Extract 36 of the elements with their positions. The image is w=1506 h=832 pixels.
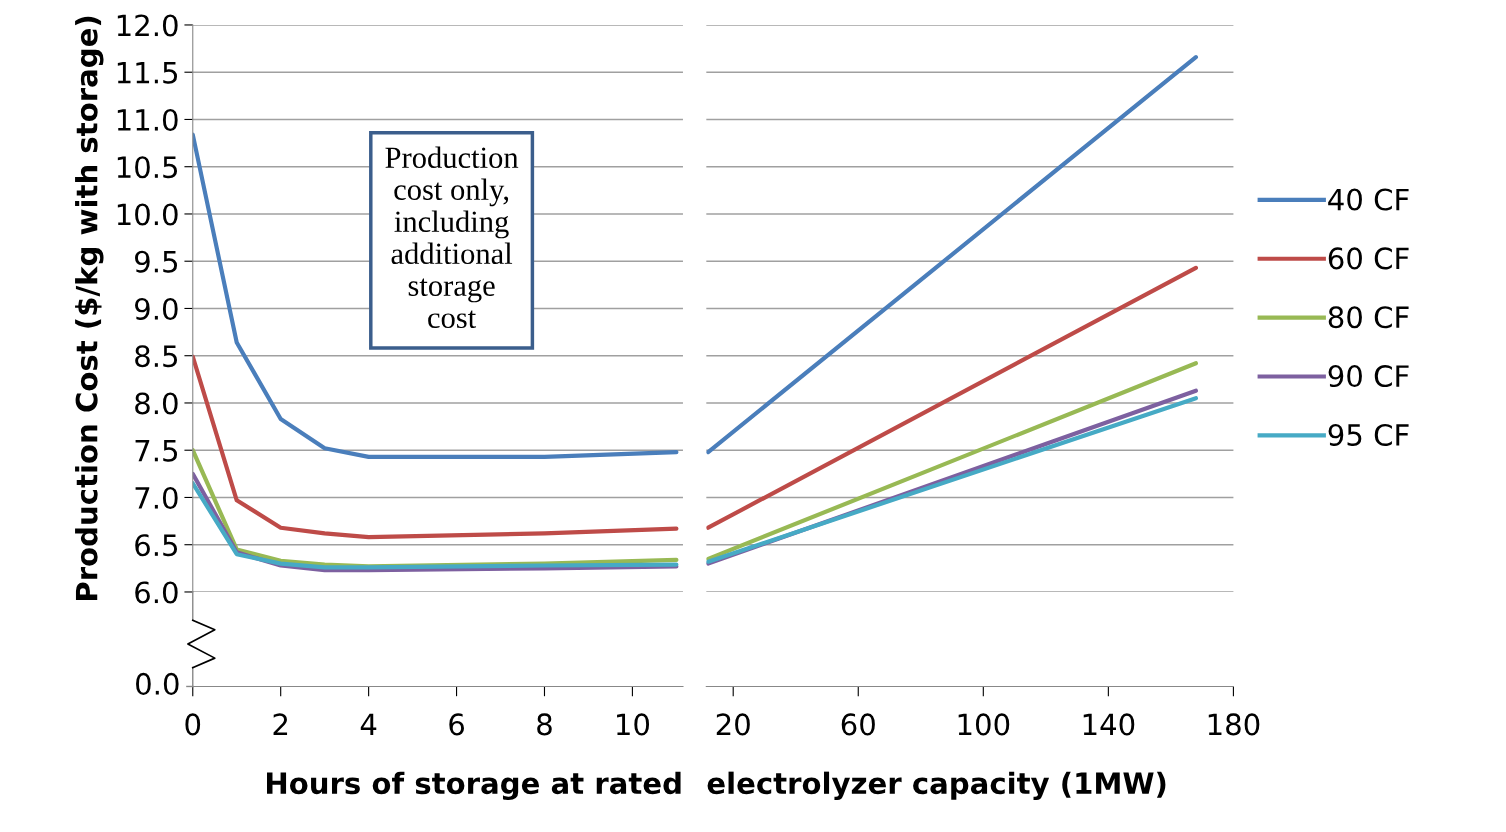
x-tick-label: 60 bbox=[841, 713, 875, 736]
y-tick-label: 8.5 bbox=[135, 345, 178, 368]
y-tick-label: 9.5 bbox=[135, 250, 178, 273]
x-axis-title: electrolyzer capacity (1MW) bbox=[707, 771, 1166, 801]
x-axis-title: Hours of storage at rated bbox=[267, 771, 681, 801]
legend-label: 80 CF bbox=[1328, 306, 1409, 329]
x-tick-label: 100 bbox=[958, 713, 1010, 736]
y-tick-label: 6.5 bbox=[135, 534, 178, 557]
y-tick-label: 8.0 bbox=[135, 392, 178, 415]
annotation: Production cost only, including additional storage cost bbox=[385, 146, 519, 329]
y-axis-title: Production Cost ($/kg with storage) bbox=[75, 16, 104, 600]
y-tick-label: 11.0 bbox=[117, 108, 178, 131]
legend-label: 40 CF bbox=[1328, 188, 1409, 211]
x-tick-label: 0 bbox=[185, 713, 201, 736]
y-tick-label: 9.0 bbox=[135, 297, 178, 320]
legend-label: 95 CF bbox=[1328, 423, 1409, 446]
y-tick-label: 6.0 bbox=[135, 581, 178, 604]
y-tick-label: 12.0 bbox=[117, 14, 178, 37]
x-tick-label: 180 bbox=[1208, 713, 1260, 736]
legend-label: 90 CF bbox=[1328, 365, 1409, 388]
line-series bbox=[192, 354, 679, 540]
text: 0.0 bbox=[136, 672, 179, 695]
x-tick-label: 2 bbox=[273, 713, 288, 736]
line-series bbox=[192, 132, 679, 459]
x-tick-label: 20 bbox=[716, 713, 750, 736]
x-tick-label: 8 bbox=[537, 713, 552, 736]
y-tick-label: 10.0 bbox=[117, 203, 178, 226]
legend-label: 60 CF bbox=[1328, 247, 1409, 270]
y-tick-label: 11.5 bbox=[117, 62, 178, 84]
y-tick-label: 7.0 bbox=[135, 486, 178, 509]
x-tick-label: 4 bbox=[360, 713, 377, 736]
y-tick-label: 7.5 bbox=[135, 440, 178, 462]
x-tick-label: 10 bbox=[617, 713, 650, 736]
y-tick-label: 10.5 bbox=[117, 156, 178, 179]
x-tick-label: 6 bbox=[449, 713, 464, 736]
x-tick-label: 140 bbox=[1083, 713, 1135, 736]
